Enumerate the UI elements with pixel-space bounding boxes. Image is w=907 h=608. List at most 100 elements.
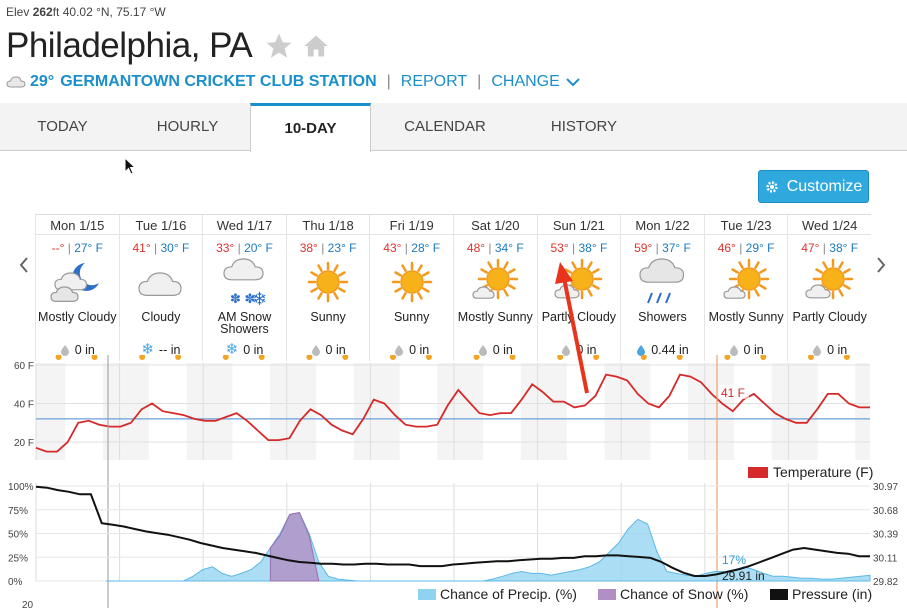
raindrop-icon — [813, 345, 822, 356]
forecast-day-card[interactable]: Sun 1/21 53° | 38° F Partly Cloudy 0 in — [536, 215, 621, 361]
legend-temp-swatch — [748, 467, 768, 478]
report-link[interactable]: REPORT — [400, 73, 468, 90]
forecast-day-card[interactable]: Tue 1/23 46° | 29° F Mostly Sunny 0 in — [703, 215, 788, 361]
daylight-stripe — [399, 363, 438, 460]
low-temp: 27° F — [74, 241, 103, 255]
partly-cloudy-icon — [805, 258, 853, 300]
forecast-day-card[interactable]: Wed 1/24 47° | 38° F Partly Cloudy 0 in — [787, 215, 871, 361]
tab-calendar[interactable]: CALENDAR — [404, 118, 486, 135]
mostly-sunny-icon — [723, 258, 770, 300]
condition-text: AM Snow Showers — [217, 310, 272, 336]
high-temp: 59° — [634, 241, 653, 255]
forecast-day-card[interactable]: Tue 1/16 41° | 30° F Cloudy ❄ -- in — [118, 215, 203, 361]
pressure-tick-label: 30.39 — [873, 530, 898, 541]
station-name[interactable]: GERMANTOWN CRICKET CLUB STATION — [60, 73, 377, 90]
low-temp: 34° F — [494, 241, 524, 255]
day-temps: 46° | 29° F — [717, 241, 775, 255]
chevron-left-icon[interactable] — [18, 256, 30, 274]
pressure-tick-label: 30.97 — [873, 482, 898, 493]
hover-precip-label: 17% — [722, 553, 746, 567]
ten-day-forecast: Mon 1/15 --° | 27° F Mostly Cloudy 0 in … — [35, 214, 871, 361]
daylight-stripe — [65, 483, 103, 581]
low-temp: 38° F — [829, 241, 859, 255]
forecast-day-card[interactable]: Mon 1/22 59° | 37° F Showers 0.44 in — [620, 215, 704, 361]
forecast-day-card[interactable]: Fri 1/19 43° | 28° F Sunny 0 in — [369, 215, 453, 361]
sunset-marker — [509, 355, 516, 360]
hover-temp-bg — [719, 385, 749, 399]
sunrise-marker — [55, 355, 62, 360]
hover-pressure-label: 29.91 in — [722, 569, 765, 583]
raindrop-icon — [311, 345, 320, 356]
tab-bar: TODAY HOURLY 10-DAY CALENDAR HISTORY — [0, 103, 907, 152]
sunset-marker — [175, 355, 182, 360]
tab-today[interactable]: TODAY — [37, 118, 88, 135]
change-link[interactable]: CHANGE — [491, 73, 560, 90]
tab-hourly[interactable]: HOURLY — [156, 118, 219, 135]
legend-precip-swatch — [418, 589, 436, 600]
star-icon[interactable] — [264, 31, 294, 61]
forecast-day-card[interactable]: Wed 1/17 33° | 20° F ✽ ✽ ❄ AM Snow Showers… — [202, 215, 286, 361]
elevation-coords: Elev 262ft 40.02 °N, 75.17 °W — [6, 5, 166, 19]
pressure-tick-label: 30.68 — [873, 506, 898, 517]
temp-tick-label: 40 F — [14, 400, 34, 411]
snowflake-icon: ❄ — [225, 341, 239, 358]
pct-tick-label: 0% — [8, 577, 23, 588]
tab-10-day[interactable]: 10-DAY — [250, 103, 371, 152]
pct-tick-label: 100% — [8, 482, 34, 493]
precip-amount: ❄ 0 in — [225, 341, 264, 358]
daylight-stripe — [232, 363, 271, 460]
precip-amount: 0 in — [287, 343, 370, 357]
precip-amount: 0 in — [705, 343, 788, 357]
separator: | — [386, 73, 391, 90]
high-temp: 38° — [299, 241, 318, 255]
pressure-tick-label: 29.82 — [873, 577, 898, 588]
page-title: Philadelphia, PA — [6, 26, 253, 65]
day-temps: 48° | 34° F — [466, 241, 524, 255]
daylight-stripe — [483, 363, 521, 460]
raindrop-icon — [60, 345, 69, 356]
cloudy-icon — [138, 272, 182, 296]
showers-icon — [639, 258, 685, 304]
condition-text: Partly Cloudy — [792, 310, 867, 324]
sunrise-marker — [473, 355, 480, 360]
home-icon[interactable] — [302, 32, 330, 60]
tab-history[interactable]: HISTORY — [550, 118, 618, 135]
sunrise-marker — [557, 355, 564, 360]
pct-tick-label: 50% — [8, 530, 28, 541]
day-name: Mon 1/22 — [621, 217, 704, 235]
day-name: Sun 1/21 — [537, 217, 621, 235]
condition-text: Mostly Sunny — [457, 310, 533, 324]
forecast-day-card[interactable]: Thu 1/18 38° | 23° F Sunny 0 in — [285, 215, 370, 361]
mostly-sunny-icon — [472, 258, 519, 300]
daylight-stripe — [566, 363, 605, 460]
forecast-day-card[interactable]: Sat 1/20 48° | 34° F Mostly Sunny 0 in — [453, 215, 537, 361]
legend-pressure-swatch — [770, 589, 788, 600]
precip-amount: ❄ -- in — [141, 341, 181, 358]
low-temp: 37° F — [662, 241, 691, 255]
precip-amount: 0 in — [788, 343, 871, 357]
low-temp: 30° F — [160, 241, 190, 255]
sunset-marker — [676, 355, 683, 360]
sunrise-marker — [139, 355, 146, 360]
customize-button[interactable]: Customize — [758, 170, 869, 203]
sunset-marker — [760, 355, 767, 360]
day-name: Thu 1/18 — [286, 217, 370, 235]
snowflake-icon: ❄ — [141, 341, 154, 358]
pressure-tick-label: 30.11 — [873, 553, 898, 564]
day-temps: 41° | 30° F — [132, 241, 190, 255]
sunny-icon — [391, 261, 432, 303]
raindrop-icon — [637, 345, 646, 356]
daylight-stripe — [817, 483, 856, 581]
high-temp: 33° — [216, 241, 235, 255]
low-temp: 28° F — [411, 241, 441, 255]
sunset-marker — [843, 355, 850, 360]
sunrise-marker — [807, 355, 814, 360]
daylight-stripe — [316, 363, 354, 460]
chevron-down-icon[interactable] — [566, 77, 580, 87]
chevron-right-icon[interactable] — [875, 256, 887, 274]
forecast-day-card[interactable]: Mon 1/15 --° | 27° F Mostly Cloudy 0 in — [35, 215, 119, 361]
raindrop-icon — [395, 345, 404, 356]
current-temp: 29° — [30, 73, 55, 90]
condition-text: Cloudy — [141, 310, 181, 324]
daylight-stripe — [734, 363, 772, 460]
